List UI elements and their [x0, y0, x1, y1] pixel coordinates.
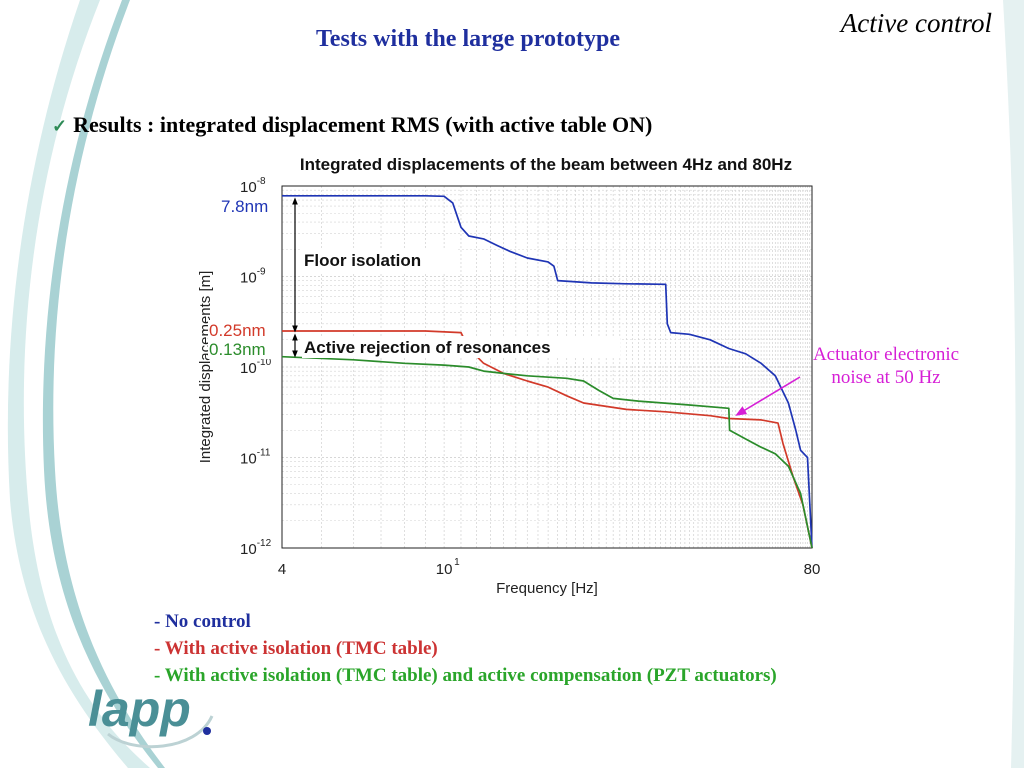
- noise-pointer-arrow: [735, 376, 801, 416]
- series-line-1: [282, 194, 813, 549]
- label-0-25nm-bg: [208, 320, 280, 359]
- logo-swoosh: [107, 715, 214, 749]
- section-title: Active control: [840, 8, 992, 38]
- y-tick-label: 10-10: [240, 357, 272, 377]
- y-tick-label: 10-12: [240, 538, 272, 558]
- noise-annotation: Actuator electronic noise at 50 Hz: [812, 344, 960, 388]
- checkmark-icon: ✓: [52, 116, 68, 136]
- label-0-13nm: 0.13nm: [209, 340, 266, 359]
- tick-labels: 4 10 80 1 10-8 10-9 10-10 10-11 10-12: [240, 176, 820, 578]
- y-axis-label: Integrated displacements [m]: [197, 271, 214, 464]
- active-rejection-label-bg: [302, 336, 620, 358]
- lapp-logo: lapp: [88, 681, 214, 749]
- floor-isolation-label: Floor isolation: [304, 251, 421, 270]
- legend-item-active-isolation: - With active isolation (TMC table): [154, 638, 438, 659]
- label-7-8nm-bg: [218, 196, 280, 216]
- plot-frame: [281, 185, 813, 549]
- x-tick-label: 80: [804, 561, 821, 578]
- chart: Integrated displacements of the beam bet…: [197, 155, 820, 597]
- label-0-25nm: 0.25nm: [209, 321, 266, 340]
- x-tick-exponent: 1: [454, 557, 460, 568]
- legend-item-active-compensation: - With active isolation (TMC table) and …: [154, 665, 777, 686]
- logo-text: lapp: [88, 681, 191, 737]
- chart-grid: [282, 186, 812, 548]
- series-line-3: [281, 355, 813, 549]
- chart-title: Integrated displacements of the beam bet…: [300, 155, 792, 174]
- active-rejection-label: Active rejection of resonances: [304, 338, 551, 357]
- legend: - No control - With active isolation (TM…: [154, 608, 777, 689]
- x-tick-label: 10: [436, 561, 453, 578]
- x-axis-label: Frequency [Hz]: [496, 580, 598, 597]
- logo-dot: [203, 727, 211, 735]
- legend-item-no-control: - No control: [154, 611, 251, 632]
- y-tick-label: 10-8: [240, 176, 266, 196]
- label-7-8nm: 7.8nm: [221, 197, 268, 216]
- y-tick-label: 10-11: [240, 448, 271, 468]
- slide-title: Tests with the large prototype: [316, 26, 620, 52]
- bullet-item: ✓ Results : integrated displacement RMS (…: [52, 112, 652, 138]
- bullet-text: Results : integrated displacement RMS (w…: [73, 112, 653, 137]
- floor-isolation-label-bg: [302, 248, 457, 272]
- y-tick-label: 10-9: [240, 267, 266, 287]
- x-tick-label: 4: [278, 561, 286, 578]
